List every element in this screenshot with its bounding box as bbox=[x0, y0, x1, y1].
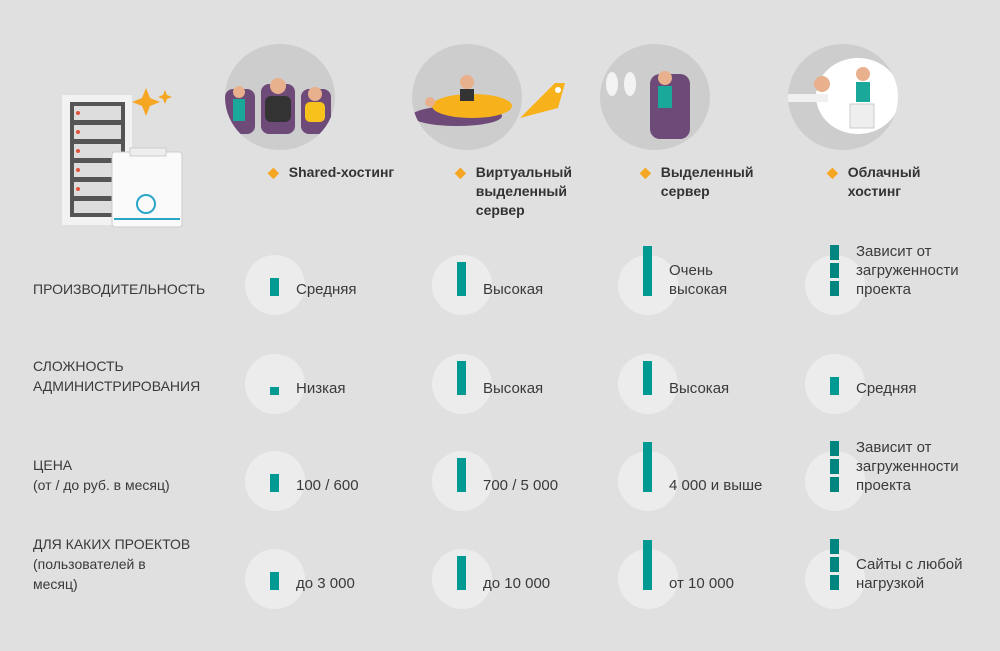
cell-value: Средняя bbox=[296, 281, 357, 298]
row-label-projects: ДЛЯ КАКИХ ПРОЕКТОВ (пользователей в месяц… bbox=[33, 534, 213, 594]
server-illustration bbox=[62, 88, 183, 228]
cell-value: 100 / 600 bbox=[296, 477, 359, 494]
level-bar bbox=[457, 556, 466, 590]
cell-value: Зависит от загруженности проекта bbox=[856, 439, 959, 494]
level-bar bbox=[270, 278, 279, 296]
column-header-shared: ◆ Shared-хостинг bbox=[268, 163, 409, 182]
row-label-admin: СЛОЖНОСТЬ АДМИНИСТРИРОВАНИЯ bbox=[33, 356, 223, 396]
star-icon: ◆ bbox=[640, 164, 651, 180]
illustration-vps bbox=[412, 44, 522, 150]
level-bar bbox=[270, 387, 279, 395]
row-title: ДЛЯ КАКИХ ПРОЕКТОВ bbox=[33, 536, 191, 552]
level-bar bbox=[270, 572, 279, 590]
column-title: Виртуальный выделенный сервер bbox=[475, 164, 572, 218]
level-bar-segment bbox=[830, 575, 839, 590]
level-bar bbox=[270, 474, 279, 492]
level-bar bbox=[643, 246, 652, 296]
row-label-price: ЦЕНА (от / до руб. в месяц) bbox=[33, 455, 170, 495]
star-icon: ◆ bbox=[455, 164, 466, 180]
level-bar-segment bbox=[830, 281, 839, 296]
column-header-vps: ◆ Виртуальный выделенный сервер bbox=[455, 163, 581, 220]
level-bar-segment bbox=[830, 245, 839, 260]
cell-value: Низкая bbox=[296, 380, 346, 397]
cell-value: от 10 000 bbox=[669, 575, 734, 592]
column-title: Облачный хостинг bbox=[847, 164, 921, 199]
star-icon: ◆ bbox=[268, 164, 279, 180]
level-bar-segment bbox=[830, 557, 839, 572]
column-title: Shared-хостинг bbox=[288, 164, 395, 180]
level-bar bbox=[830, 377, 839, 395]
level-bar-segment bbox=[830, 263, 839, 278]
row-title: ПРОИЗВОДИТЕЛЬНОСТЬ bbox=[33, 281, 206, 297]
row-subtitle: (пользователей в месяц) bbox=[33, 556, 146, 592]
level-bar bbox=[457, 458, 466, 492]
level-bar-segment bbox=[830, 477, 839, 492]
cell-value: Высокая bbox=[483, 380, 544, 397]
level-bar bbox=[457, 262, 466, 296]
level-bar bbox=[457, 361, 466, 395]
level-bar-segment bbox=[830, 441, 839, 456]
cell-circle bbox=[245, 354, 305, 414]
cell-value: Высокая bbox=[483, 281, 544, 298]
airplane-tail bbox=[520, 83, 565, 118]
column-header-dedicated: ◆ Выделенный сервер bbox=[640, 163, 761, 201]
cell-value: Зависит от загруженности проекта bbox=[856, 243, 959, 298]
cell-value: Высокая bbox=[669, 380, 730, 397]
level-bar-segment bbox=[830, 539, 839, 554]
level-bar-segment bbox=[830, 459, 839, 474]
column-title: Выделенный сервер bbox=[660, 164, 754, 199]
cell-value: Очень высокая bbox=[669, 262, 728, 298]
cell-value: до 3 000 bbox=[296, 575, 355, 592]
level-bar bbox=[643, 361, 652, 395]
cell-value: 700 / 5 000 bbox=[483, 477, 559, 494]
column-header-cloud: ◆ Облачный хостинг bbox=[827, 163, 938, 201]
illustration-dedicated-server bbox=[600, 44, 710, 150]
row-subtitle: (от / до руб. в месяц) bbox=[33, 477, 170, 493]
cell-value: Средняя bbox=[856, 380, 917, 397]
illustration-shared-hosting bbox=[225, 44, 335, 150]
row-title: СЛОЖНОСТЬ АДМИНИСТРИРОВАНИЯ bbox=[33, 358, 201, 394]
row-title: ЦЕНА bbox=[33, 457, 73, 473]
cell-value: 4 000 и выше bbox=[669, 477, 763, 494]
cell-value: Сайты с любой нагрузкой bbox=[856, 556, 963, 592]
row-label-performance: ПРОИЗВОДИТЕЛЬНОСТЬ bbox=[33, 279, 205, 299]
star-icon: ◆ bbox=[827, 164, 838, 180]
cell-value: до 10 000 bbox=[483, 575, 551, 592]
level-bar bbox=[643, 442, 652, 492]
level-bar bbox=[643, 540, 652, 590]
illustration-cloud-hosting bbox=[788, 44, 898, 150]
